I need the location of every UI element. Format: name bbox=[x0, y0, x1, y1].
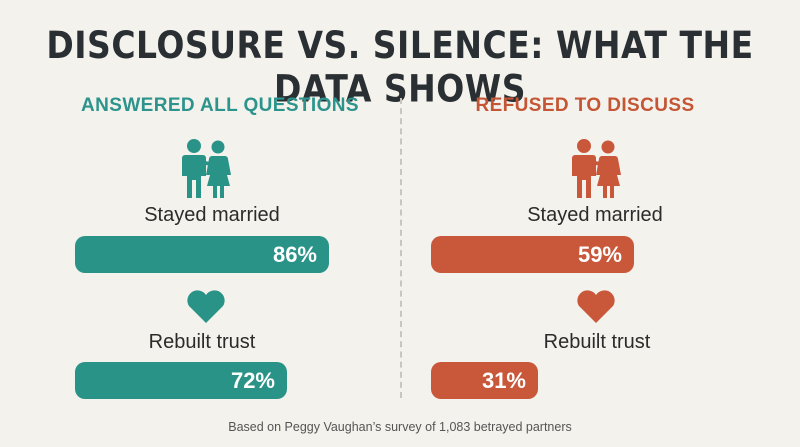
category-label-rebuilt-trust-refused: Rebuilt trust bbox=[543, 331, 651, 353]
bar-rebuilt-trust-refused: 31% bbox=[431, 362, 538, 399]
group-heading-refused: REFUSED TO DISCUSS bbox=[475, 95, 695, 116]
data-label-stayed-married-answered: 86% bbox=[272, 241, 317, 267]
bar-track-stayed-married-answered: 86% bbox=[75, 236, 370, 273]
chart-title: DISCLOSURE VS. SILENCE: WHAT THE DATA SH… bbox=[46, 23, 754, 111]
category-label-stayed-married-refused: Stayed married bbox=[527, 204, 663, 226]
bar-track-rebuilt-trust-refused: 31% bbox=[431, 362, 775, 399]
data-label-stayed-married-refused: 59% bbox=[577, 241, 622, 267]
bar-rebuilt-trust-answered: 72% bbox=[75, 362, 287, 399]
couple-icon bbox=[572, 139, 621, 198]
category-label-rebuilt-trust-answered: Rebuilt trust bbox=[148, 331, 256, 353]
bar-track-rebuilt-trust-answered: 72% bbox=[75, 362, 370, 399]
heart-icon bbox=[577, 290, 615, 323]
bar-stayed-married-answered: 86% bbox=[75, 236, 329, 273]
category-label-stayed-married-answered: Stayed married bbox=[144, 204, 280, 226]
bar-track-stayed-married-refused: 59% bbox=[431, 236, 775, 273]
source-footnote: Based on Peggy Vaughan’s survey of 1,083… bbox=[228, 420, 572, 434]
bar-stayed-married-refused: 59% bbox=[431, 236, 634, 273]
data-label-rebuilt-trust-refused: 31% bbox=[481, 367, 526, 393]
heart-icon bbox=[187, 290, 225, 323]
couple-icon bbox=[182, 139, 231, 198]
data-label-rebuilt-trust-answered: 72% bbox=[230, 367, 275, 393]
group-heading-answered: ANSWERED ALL QUESTIONS bbox=[81, 95, 359, 116]
column-divider bbox=[400, 98, 402, 398]
